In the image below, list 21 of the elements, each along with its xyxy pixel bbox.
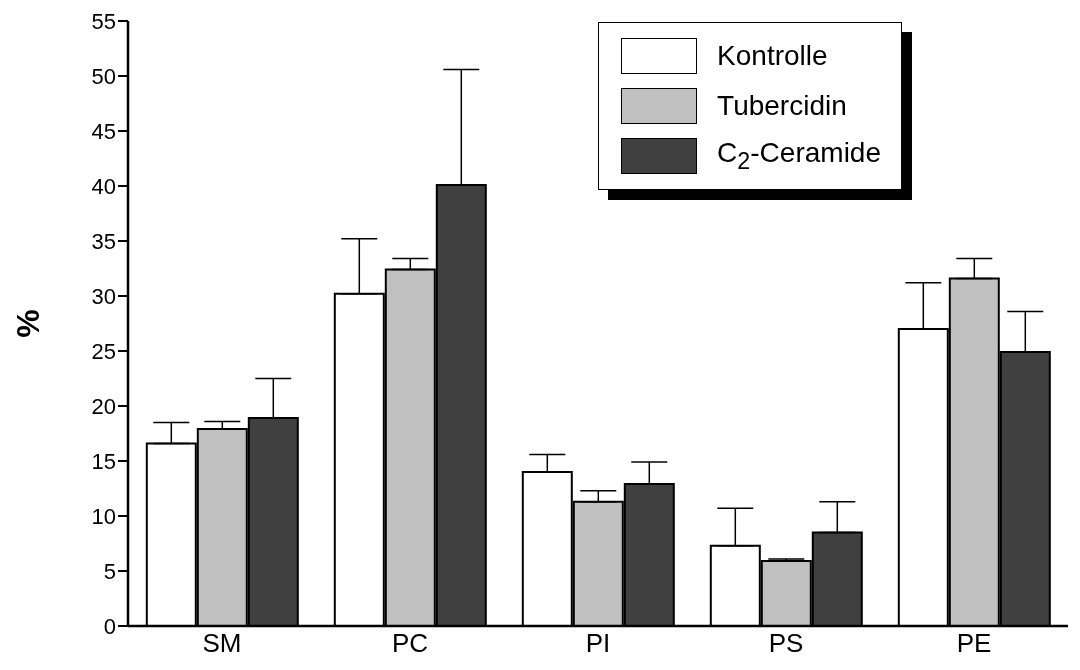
legend-label: Tubercidin [717, 90, 847, 122]
y-tick-label: 20 [91, 393, 116, 419]
y-tick-label: 15 [91, 448, 116, 474]
y-tick-label: 35 [91, 228, 116, 254]
y-tick-label: 55 [91, 8, 116, 34]
x-tick-label: SM [202, 628, 242, 659]
y-tick-label: 0 [103, 613, 116, 639]
y-tick-label: 25 [91, 338, 116, 364]
y-tick-label: 45 [91, 118, 116, 144]
x-tick-label: PE [956, 628, 992, 659]
legend-label: C$_{2}$-Ceramide [717, 137, 881, 175]
y-tick-label: 5 [103, 558, 116, 584]
legend-label: Kontrolle [717, 40, 828, 72]
y-tick-label: 50 [91, 63, 116, 89]
y-tick-label: 30 [91, 283, 116, 309]
x-tick-label: PI [585, 628, 611, 659]
y-tick-label: 10 [91, 503, 116, 529]
x-tick-label: PS [768, 628, 804, 659]
y-tick-label: 40 [91, 173, 116, 199]
x-tick-label: PC [391, 628, 429, 659]
y-axis-title: % [10, 309, 47, 338]
